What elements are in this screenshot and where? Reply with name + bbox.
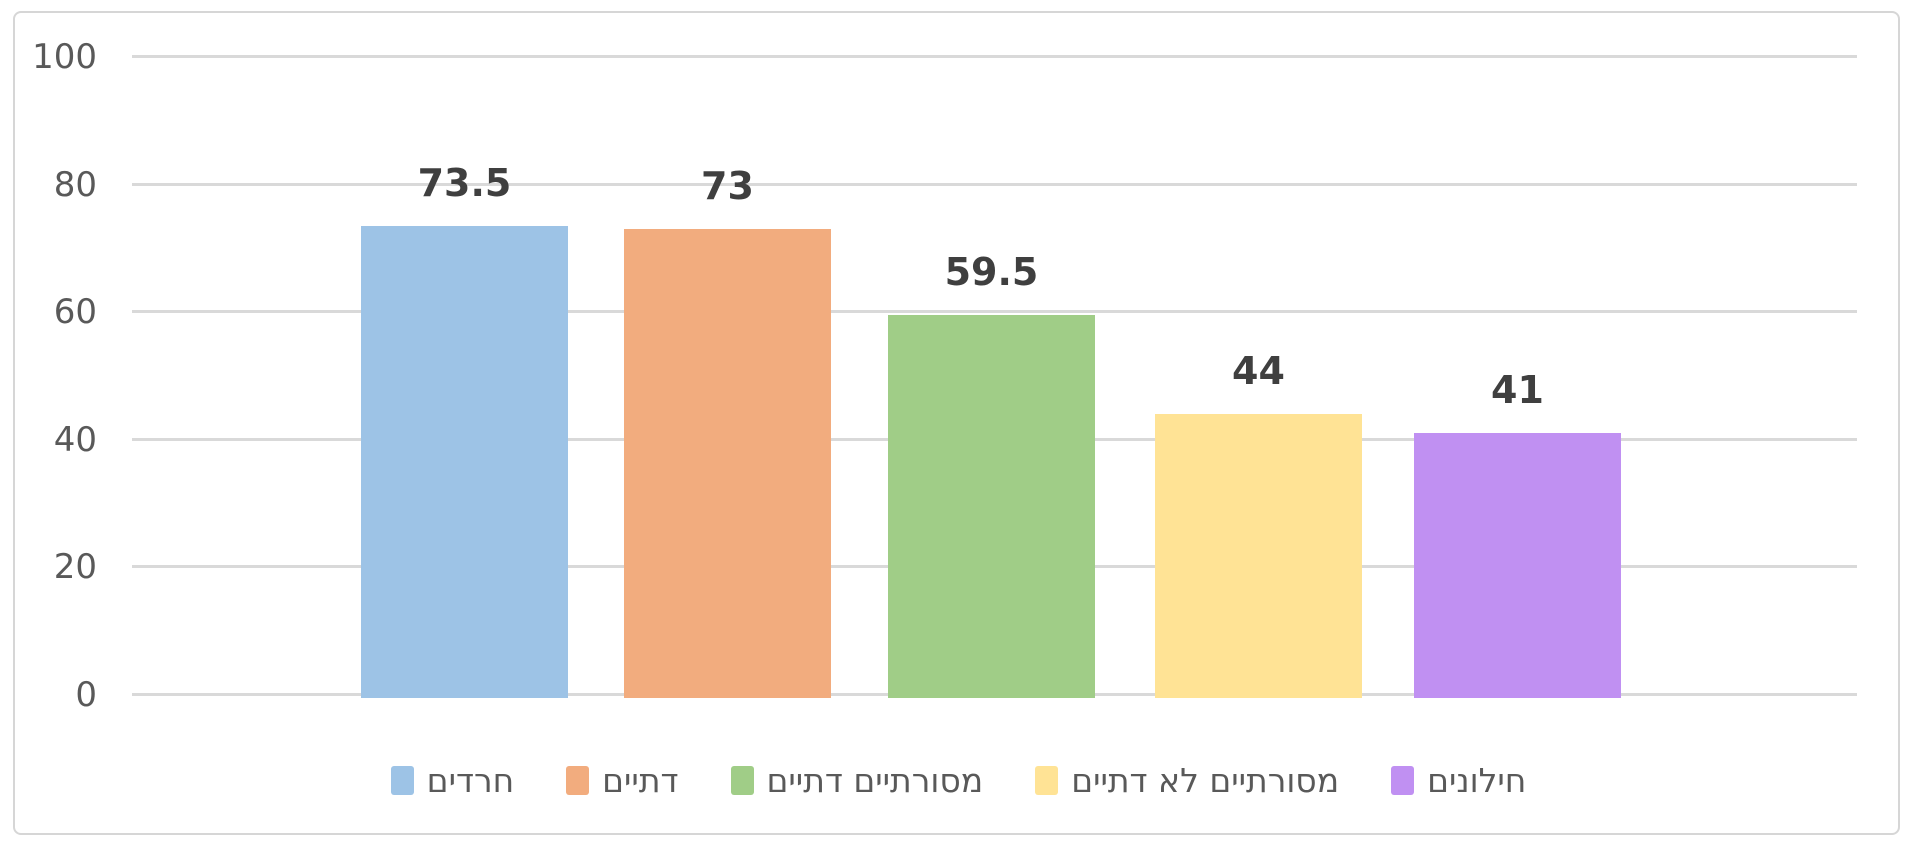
legend-label: מסורתיים דתיים [766, 760, 984, 800]
y-axis-tick-label: 0 [75, 675, 97, 715]
bar [361, 226, 568, 698]
gridline [132, 310, 1857, 314]
legend-item: מסורתיים לא דתיים [1035, 761, 1339, 800]
legend-item: חילונים [1391, 761, 1526, 800]
gridline [132, 55, 1857, 58]
bar [1414, 433, 1621, 698]
legend-label: מסורתיים לא דתיים [1071, 760, 1340, 800]
y-axis-tick-label: 20 [53, 547, 97, 588]
y-axis-tick-label: 40 [53, 419, 97, 460]
bar [888, 315, 1095, 698]
legend-item: דתיים [566, 760, 679, 800]
legend-swatch [566, 765, 590, 795]
legend-label: חרדים [426, 760, 515, 800]
legend-swatch [1391, 765, 1415, 795]
bar-value-label: 73.5 [417, 161, 512, 206]
bar-value-label: 44 [1232, 349, 1285, 394]
bar-value-label: 73 [701, 164, 754, 209]
legend-label: דתיים [602, 760, 679, 800]
bar [1155, 414, 1362, 698]
legend-item: חרדים [390, 760, 515, 800]
gridline [132, 182, 1857, 186]
y-axis-tick-label: 100 [32, 37, 97, 77]
bar-value-label: 41 [1491, 368, 1544, 413]
bar-value-label: 59.5 [944, 250, 1039, 295]
legend: חרדים דתיים מסורתיים דתיים מסורתיים לא דתיי… [0, 758, 1917, 802]
legend-item: מסורתיים דתיים [730, 760, 984, 800]
legend-swatch [1035, 765, 1059, 795]
legend-swatch [390, 765, 414, 795]
y-axis-tick-label: 80 [53, 164, 97, 205]
bar [624, 229, 831, 698]
legend-label: חילונים [1427, 760, 1527, 800]
legend-swatch [730, 765, 754, 795]
y-axis-tick-label: 60 [53, 292, 97, 333]
